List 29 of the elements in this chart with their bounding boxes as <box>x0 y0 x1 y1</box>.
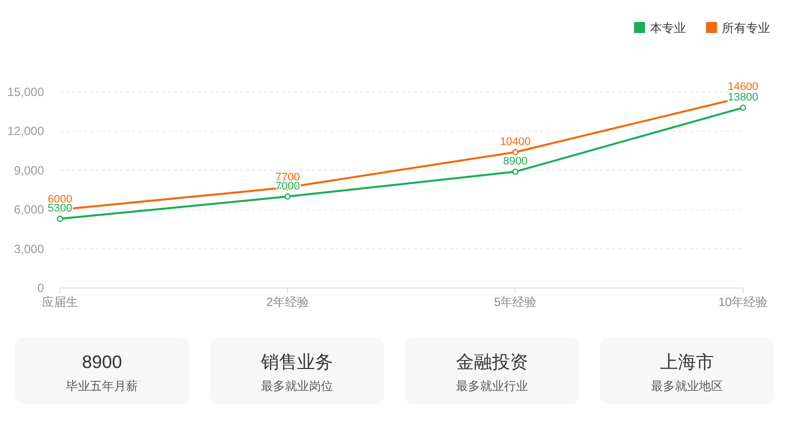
data-label: 8900 <box>503 156 528 168</box>
y-tick-label: 15,000 <box>7 85 44 99</box>
point <box>56 216 64 222</box>
data-label: 7700 <box>275 171 300 184</box>
card-title: 金融投资 <box>456 352 528 372</box>
x-tick-label: 2年经验 <box>266 295 309 309</box>
card-subtitle: 毕业五年月薪 <box>66 379 138 393</box>
y-tick-label: 3,000 <box>14 242 44 256</box>
card-title: 上海市 <box>660 352 714 372</box>
card-title: 销售业务 <box>261 352 333 372</box>
y-tick-label: 9,000 <box>14 163 44 178</box>
point <box>284 193 291 200</box>
point <box>512 168 518 175</box>
data-label: 10400 <box>500 136 531 148</box>
card-subtitle: 最多就业行业 <box>456 379 528 393</box>
point <box>512 149 518 156</box>
x-tick-label: 5年经验 <box>494 295 537 309</box>
x-tick-label: 应届生 <box>42 295 78 309</box>
y-tick-label: 0 <box>37 281 44 295</box>
legend-label: 本专业 <box>650 21 686 35</box>
data-label: 14600 <box>728 81 758 94</box>
card-subtitle: 最多就业岗位 <box>261 379 333 393</box>
card-title: 8900 <box>82 352 122 372</box>
x-tick-label: 10年经验 <box>718 295 768 309</box>
point <box>740 104 746 111</box>
legend-label: 所有专业 <box>722 21 770 35</box>
card-subtitle: 最多就业地区 <box>651 379 723 393</box>
y-tick-label: 6,000 <box>14 202 44 217</box>
y-tick-label: 12,000 <box>7 124 44 138</box>
